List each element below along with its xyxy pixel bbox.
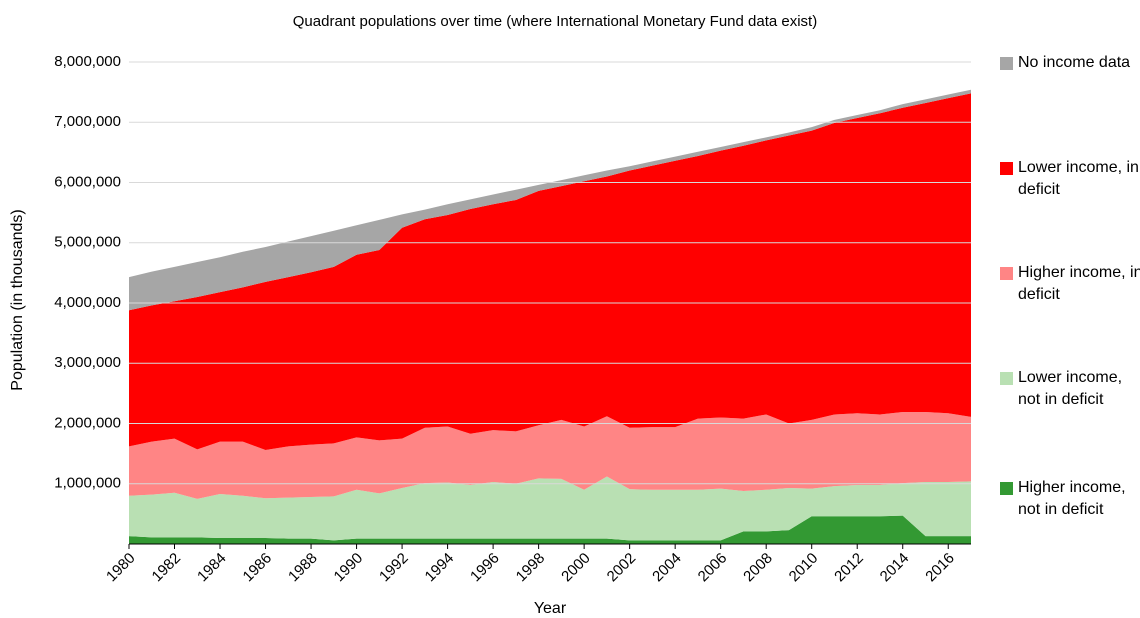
area: [129, 515, 971, 544]
y-tick-label: 3,000,000: [54, 354, 121, 371]
x-tick-label: 1988: [285, 550, 321, 586]
x-tick-label: 1994: [422, 550, 458, 586]
x-tick-label: 2006: [695, 550, 731, 586]
x-tick-label: 2004: [649, 550, 685, 586]
legend-label: Lower income, in deficit: [1018, 159, 1139, 198]
legend-swatch: [1000, 162, 1013, 175]
x-tick-label: 2010: [786, 550, 822, 586]
legend-label: Lower income, not in deficit: [1018, 369, 1123, 408]
areas: [129, 89, 971, 544]
area: [129, 412, 971, 499]
y-tick-label: 6,000,000: [54, 173, 121, 190]
legend-swatch: [1000, 267, 1013, 280]
x-tick-label: 1998: [513, 550, 549, 586]
y-tick-label: 8,000,000: [54, 53, 121, 70]
y-axis-label: Population (in thousands): [9, 209, 26, 390]
chart-title: Quadrant populations over time (where In…: [293, 13, 817, 30]
x-tick-label: 1992: [376, 550, 412, 586]
y-tick-label: 2,000,000: [54, 414, 121, 431]
legend-swatch: [1000, 482, 1013, 495]
area: [129, 89, 971, 311]
y-tick-label: 5,000,000: [54, 234, 121, 251]
x-tick-label: 1996: [467, 550, 503, 586]
x-tick-label: 1980: [103, 550, 139, 586]
x-tick-label: 2000: [558, 550, 594, 586]
x-tick-label: 1990: [331, 550, 367, 586]
area: [129, 476, 971, 541]
x-axis-label: Year: [534, 600, 567, 617]
y-tick-label: 1,000,000: [54, 475, 121, 492]
x-tick-label: 2014: [877, 550, 913, 586]
x-tick-label: 2008: [740, 550, 776, 586]
x-tick-label: 2016: [922, 550, 958, 586]
x-tick-label: 2012: [831, 550, 867, 586]
legend-swatch: [1000, 372, 1013, 385]
y-tick-label: 4,000,000: [54, 294, 121, 311]
legend-swatch: [1000, 57, 1013, 70]
x-tick-label: 1986: [240, 550, 276, 586]
legend-label: Higher income, in deficit: [1018, 264, 1140, 303]
legend-label: Higher income, not in deficit: [1018, 479, 1126, 518]
x-tick-label: 2002: [604, 550, 640, 586]
x-tick-label: 1984: [194, 550, 230, 586]
legend-label: No income data: [1018, 54, 1131, 71]
x-tick-label: 1982: [149, 550, 185, 586]
y-tick-label: 7,000,000: [54, 113, 121, 130]
